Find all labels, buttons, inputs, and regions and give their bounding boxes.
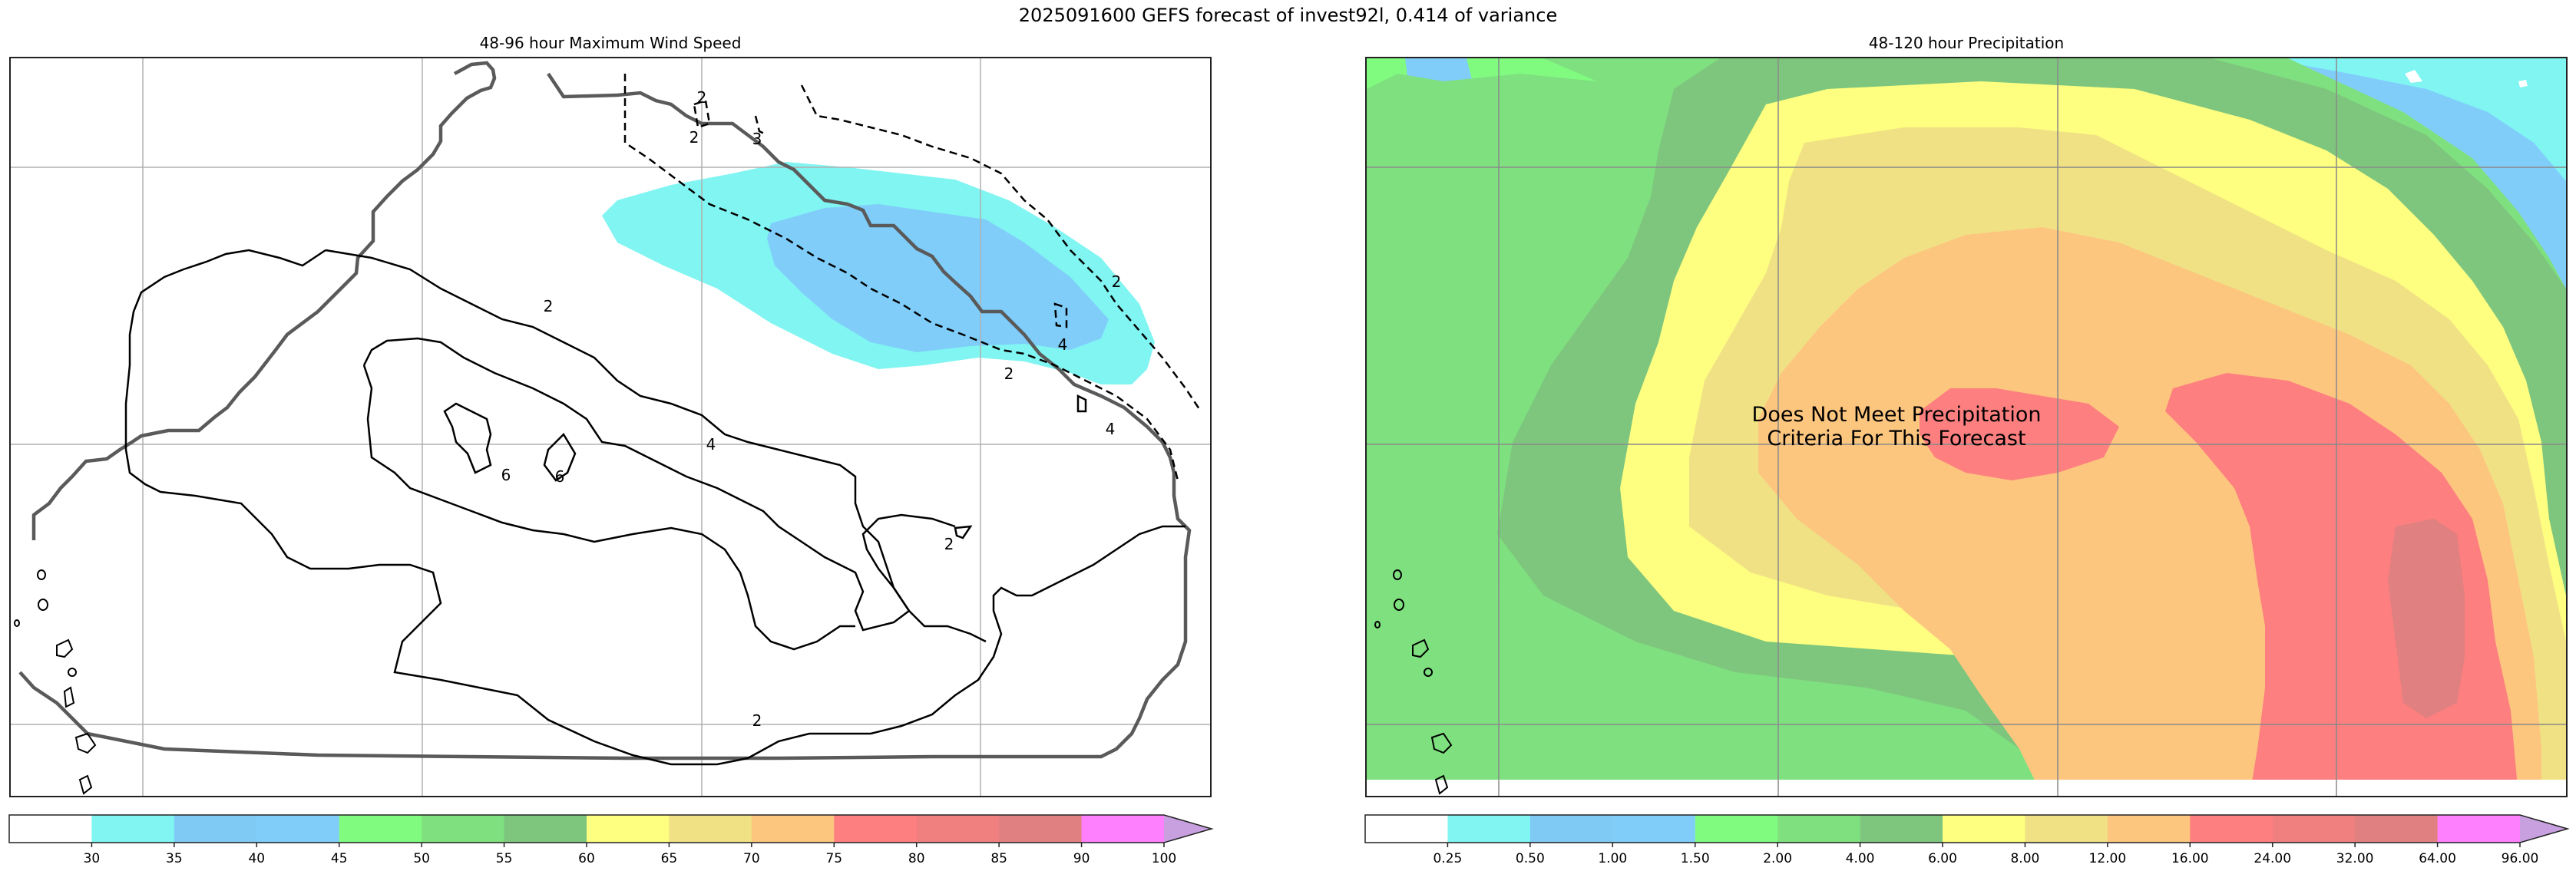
colorbar-tick-label: 2.00: [1763, 851, 1792, 866]
colorbar-tick-label: 90: [1073, 851, 1090, 866]
colorbar-tick-label: 0.50: [1516, 851, 1545, 866]
colorbar-segment: [2107, 815, 2191, 843]
colorbar-segment: [256, 815, 340, 843]
colorbar-extension: [1164, 815, 1212, 843]
contour-label: 2: [1004, 365, 1014, 383]
colorbar-segment: [2025, 815, 2108, 843]
colorbar-tick-label: 100: [1152, 851, 1176, 866]
colorbar-tick-label: 50: [413, 851, 430, 866]
colorbar-segment: [916, 815, 1000, 843]
colorbar-tick-label: 8.00: [2010, 851, 2039, 866]
colorbar-segment: [587, 815, 670, 843]
colorbar-outline: [8, 814, 1214, 843]
colorbar-segment: [1777, 815, 1861, 843]
colorbar-tick-label: 45: [331, 851, 348, 866]
contour-label: 6: [501, 466, 511, 484]
wind-panel-title: 48-96 hour Maximum Wind Speed: [479, 34, 742, 52]
colorbar-tick-label: 65: [661, 851, 678, 866]
colorbar-tick-label: 24.00: [2254, 851, 2291, 866]
colorbar-segment: [2190, 815, 2273, 843]
wind-contours-solid: [124, 249, 1185, 766]
precip-map: [1365, 57, 2568, 797]
colorbar-tick-label: 40: [248, 851, 265, 866]
contour-label: 2: [944, 535, 954, 553]
colorbar-segment: [751, 815, 835, 843]
colorbar-segment: [9, 815, 92, 843]
wind-colorbar: 30 35 40 45 50 55 60 65 70 75 80 85 90 100: [8, 813, 1214, 867]
colorbar-segment: [1529, 815, 1613, 843]
contour-label: 6: [555, 467, 565, 486]
colorbar-segment: [999, 815, 1083, 843]
colorbar-tick-label: 80: [908, 851, 925, 866]
wind-map: 2 2 3 2 4 2 4 2 4 6 6 2 2: [9, 57, 1212, 797]
colorbar-segment: [504, 815, 587, 843]
precip-grid: [1367, 58, 2566, 796]
colorbar-tick-label: 30: [84, 851, 101, 866]
wind-grid: [11, 58, 1210, 796]
colorbar-tick-label: 4.00: [1846, 851, 1875, 866]
contour-label: 3: [752, 130, 762, 148]
wind-fill-40: [767, 204, 1109, 352]
colorbar-segment: [174, 815, 257, 843]
colorbar-segment: [1695, 815, 1778, 843]
colorbar-tick-label: 6.00: [1928, 851, 1957, 866]
precip-islands: [1374, 569, 1453, 795]
wind-islands: [14, 569, 97, 795]
colorbar-segment: [2355, 815, 2439, 843]
contour-label: 4: [706, 435, 716, 454]
precip-panel-title: 48-120 hour Precipitation: [1868, 34, 2065, 52]
colorbar-tick-label: 70: [743, 851, 760, 866]
colorbar-tick-label: 12.00: [2089, 851, 2127, 866]
colorbar-segment: [1447, 815, 1531, 843]
colorbar-segment: [1365, 815, 1448, 843]
colorbar-tick-label: 75: [825, 851, 842, 866]
colorbar-segment: [834, 815, 918, 843]
colorbar-tick-label: 35: [166, 851, 183, 866]
colorbar-tick-label: 0.25: [1433, 851, 1462, 866]
colorbar-tick-label: 32.00: [2336, 851, 2374, 866]
colorbar-segment: [91, 815, 175, 843]
contour-label: 4: [1106, 420, 1116, 438]
colorbar-segment: [2272, 815, 2356, 843]
contour-label: 2: [1112, 272, 1122, 291]
contour-label: 2: [689, 128, 699, 147]
precip-message: Does Not Meet Precipitation Criteria For…: [1682, 403, 2111, 450]
colorbar-tick-label: 1.00: [1598, 851, 1627, 866]
colorbar-segment: [339, 815, 422, 843]
colorbar-tick-label: 60: [578, 851, 595, 866]
colorbar-tick-label: 55: [496, 851, 513, 866]
colorbar-outline: [1364, 814, 2570, 843]
colorbar-segment: [669, 815, 752, 843]
contour-label: 2: [697, 88, 707, 107]
contour-label: 4: [1058, 335, 1068, 354]
colorbar-segment: [1612, 815, 1696, 843]
colorbar-tick-label: 64.00: [2419, 851, 2456, 866]
colorbar-tick-label: 96.00: [2502, 851, 2539, 866]
contour-label: 2: [752, 711, 762, 730]
colorbar-tick-label: 16.00: [2171, 851, 2209, 866]
precip-colorbar: 0.25 0.50 1.00 1.50 2.00 4.00 6.00 8.00 12.00 16.…: [1364, 813, 2570, 867]
colorbar-tick-label: 85: [990, 851, 1007, 866]
wind-coastline: [18, 61, 1192, 760]
colorbar-segment: [1860, 815, 1943, 843]
colorbar-segment: [2437, 815, 2521, 843]
wind-contours-dashed: [623, 74, 1202, 481]
colorbar-segment: [1943, 815, 2025, 843]
figure-title: 2025091600 GEFS forecast of invest92l, 0…: [1018, 5, 1558, 26]
contour-label: 2: [544, 297, 554, 315]
precip-message-line1: Does Not Meet Precipitation: [1751, 403, 2042, 427]
precip-message-line2: Criteria For This Forecast: [1767, 427, 2026, 450]
colorbar-extension: [2520, 815, 2568, 843]
colorbar-segment: [422, 815, 505, 843]
colorbar-tick-label: 1.50: [1681, 851, 1710, 866]
colorbar-segment: [1081, 815, 1165, 843]
